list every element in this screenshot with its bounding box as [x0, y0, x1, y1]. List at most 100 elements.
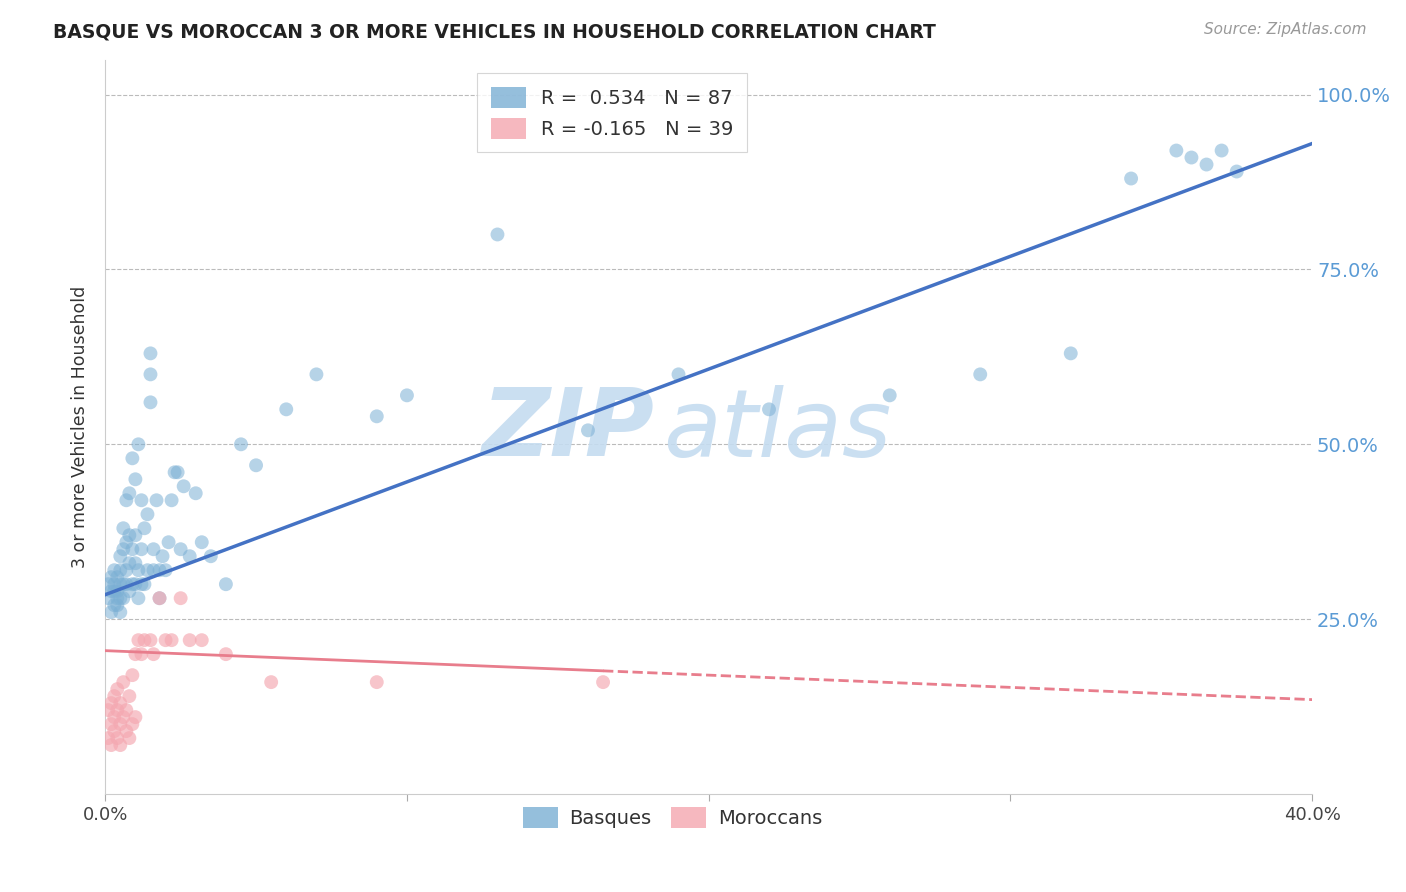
- Point: [179, 549, 201, 564]
- Point: [148, 591, 170, 606]
- Point: [121, 542, 143, 557]
- Point: [576, 423, 599, 437]
- Point: [118, 556, 141, 570]
- Point: [969, 368, 991, 382]
- Point: [97, 591, 120, 606]
- Point: [112, 710, 135, 724]
- Point: [131, 493, 153, 508]
- Point: [134, 633, 156, 648]
- Point: [110, 549, 132, 564]
- Point: [115, 724, 138, 739]
- Point: [118, 528, 141, 542]
- Point: [245, 458, 267, 473]
- Point: [1166, 144, 1188, 158]
- Point: [115, 577, 138, 591]
- Point: [103, 563, 125, 577]
- Point: [139, 633, 162, 648]
- Point: [1180, 151, 1202, 165]
- Point: [100, 717, 122, 731]
- Point: [115, 703, 138, 717]
- Point: [191, 535, 214, 549]
- Text: ZIP: ZIP: [481, 384, 654, 476]
- Point: [105, 591, 128, 606]
- Point: [103, 577, 125, 591]
- Point: [121, 451, 143, 466]
- Point: [112, 577, 135, 591]
- Point: [100, 738, 122, 752]
- Point: [160, 493, 183, 508]
- Point: [366, 409, 388, 424]
- Point: [124, 647, 146, 661]
- Point: [97, 577, 120, 591]
- Point: [163, 465, 186, 479]
- Point: [105, 682, 128, 697]
- Point: [112, 521, 135, 535]
- Point: [121, 668, 143, 682]
- Point: [118, 731, 141, 745]
- Point: [127, 437, 149, 451]
- Point: [142, 563, 165, 577]
- Point: [169, 591, 191, 606]
- Point: [1211, 144, 1233, 158]
- Point: [100, 570, 122, 584]
- Point: [121, 577, 143, 591]
- Point: [668, 368, 690, 382]
- Point: [486, 227, 509, 242]
- Point: [1119, 171, 1142, 186]
- Point: [215, 647, 238, 661]
- Point: [879, 388, 901, 402]
- Point: [366, 675, 388, 690]
- Point: [173, 479, 195, 493]
- Point: [148, 591, 170, 606]
- Point: [110, 563, 132, 577]
- Point: [124, 710, 146, 724]
- Point: [103, 724, 125, 739]
- Point: [179, 633, 201, 648]
- Point: [145, 493, 167, 508]
- Text: BASQUE VS MOROCCAN 3 OR MORE VEHICLES IN HOUSEHOLD CORRELATION CHART: BASQUE VS MOROCCAN 3 OR MORE VEHICLES IN…: [53, 22, 936, 41]
- Point: [136, 563, 159, 577]
- Point: [105, 598, 128, 612]
- Point: [110, 717, 132, 731]
- Point: [395, 388, 418, 402]
- Point: [215, 577, 238, 591]
- Point: [105, 731, 128, 745]
- Point: [100, 696, 122, 710]
- Point: [1060, 346, 1083, 360]
- Point: [100, 605, 122, 619]
- Point: [160, 633, 183, 648]
- Text: Source: ZipAtlas.com: Source: ZipAtlas.com: [1204, 22, 1367, 37]
- Point: [592, 675, 614, 690]
- Y-axis label: 3 or more Vehicles in Household: 3 or more Vehicles in Household: [72, 285, 89, 568]
- Point: [136, 508, 159, 522]
- Point: [110, 591, 132, 606]
- Point: [118, 689, 141, 703]
- Text: atlas: atlas: [662, 385, 891, 476]
- Point: [758, 402, 780, 417]
- Point: [115, 563, 138, 577]
- Point: [110, 738, 132, 752]
- Point: [142, 542, 165, 557]
- Point: [112, 591, 135, 606]
- Point: [124, 472, 146, 486]
- Point: [191, 633, 214, 648]
- Point: [103, 689, 125, 703]
- Point: [127, 633, 149, 648]
- Point: [105, 584, 128, 599]
- Point: [260, 675, 283, 690]
- Point: [166, 465, 188, 479]
- Point: [105, 570, 128, 584]
- Point: [155, 633, 177, 648]
- Point: [131, 542, 153, 557]
- Point: [131, 647, 153, 661]
- Point: [127, 563, 149, 577]
- Point: [1195, 157, 1218, 171]
- Point: [184, 486, 207, 500]
- Point: [157, 535, 180, 549]
- Point: [139, 395, 162, 409]
- Point: [97, 731, 120, 745]
- Point: [100, 584, 122, 599]
- Point: [112, 542, 135, 557]
- Point: [155, 563, 177, 577]
- Point: [134, 521, 156, 535]
